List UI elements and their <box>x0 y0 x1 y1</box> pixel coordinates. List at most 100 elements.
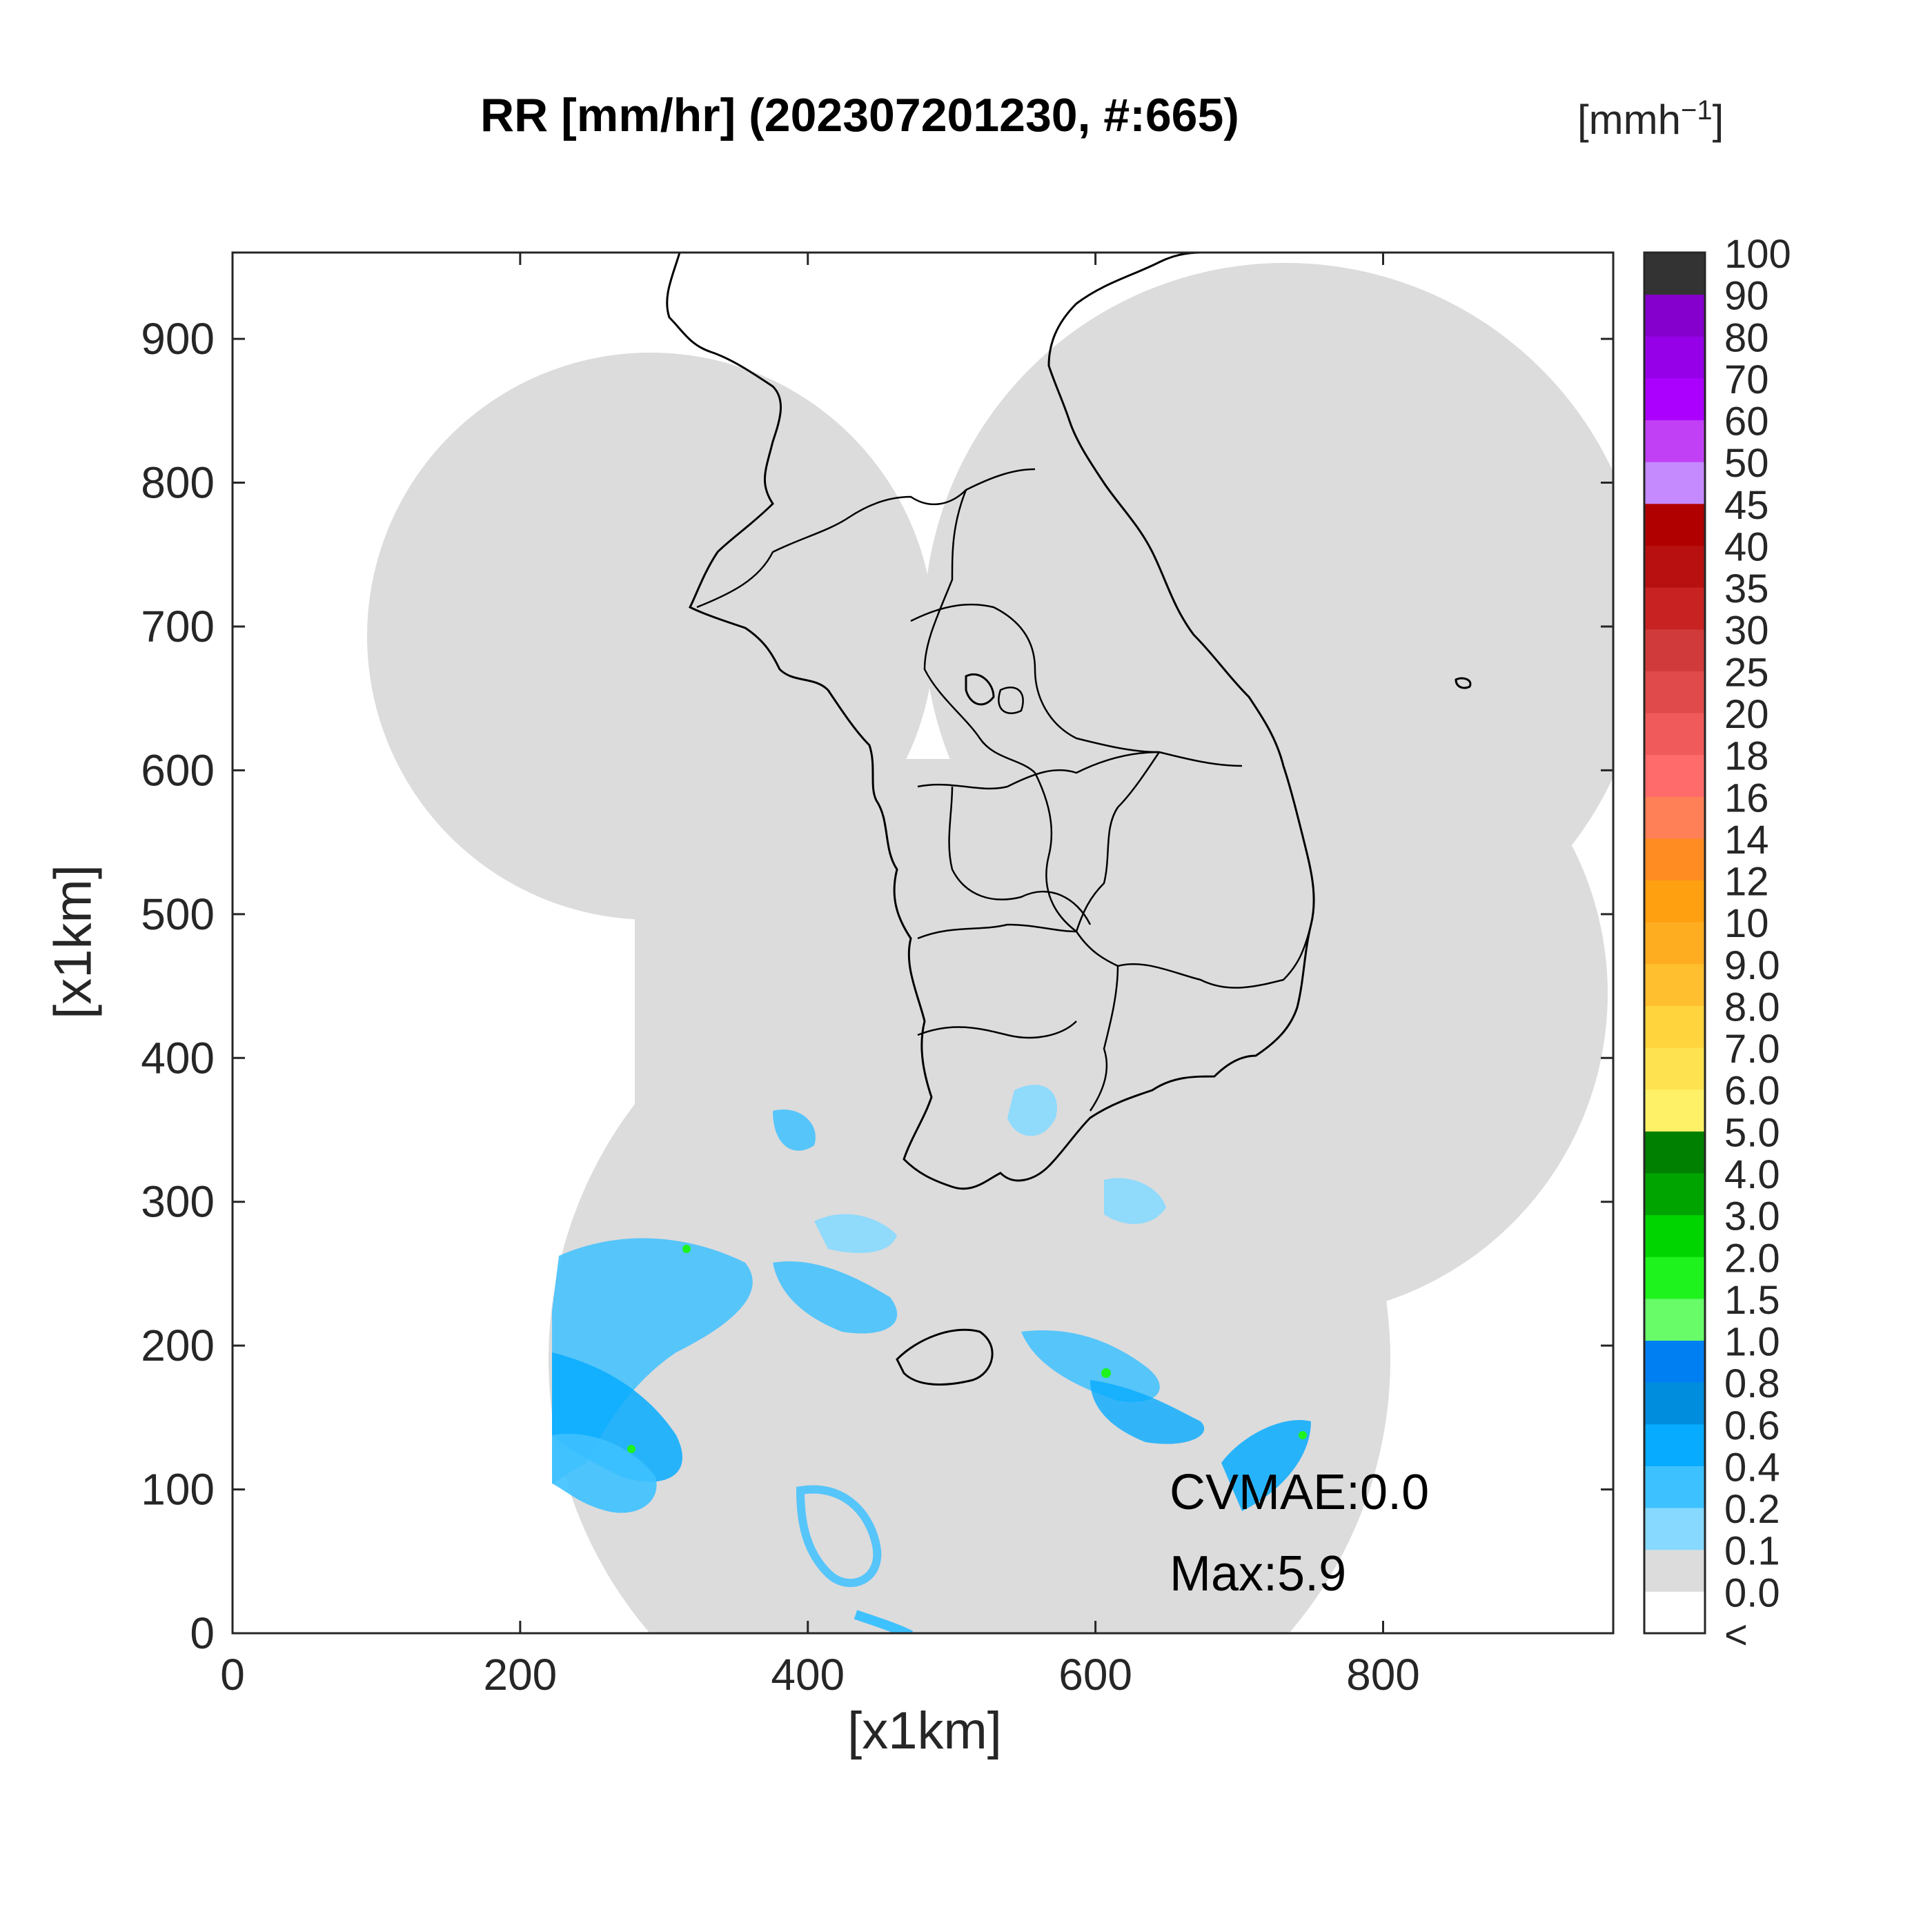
colorbar-tick-label: 45 <box>1724 483 1769 528</box>
colorbar-tick-label: 80 <box>1724 315 1769 360</box>
colorbar-tick-label: 70 <box>1724 357 1769 402</box>
colorbar-swatch <box>1644 1298 1705 1341</box>
colorbar-swatch <box>1644 1214 1705 1257</box>
colorbar-swatch <box>1644 377 1705 421</box>
colorbar-tick-label: 30 <box>1724 609 1769 653</box>
colorbar-tick-label: 0.2 <box>1724 1487 1780 1532</box>
colorbar-swatch <box>1644 963 1705 1006</box>
radar-coverage <box>367 263 1613 1633</box>
colorbar-swatch <box>1644 1466 1705 1508</box>
colorbar-swatch <box>1644 1173 1705 1216</box>
colorbar-swatch <box>1644 713 1705 756</box>
colorbar-unit-close: ] <box>1712 97 1724 143</box>
y-tick-label: 100 <box>141 1465 215 1515</box>
colorbar-tick-label: < <box>1724 1613 1748 1657</box>
y-tick-label: 600 <box>141 745 215 795</box>
colorbar-tick-label: 25 <box>1724 650 1769 695</box>
province-boundaries <box>696 468 1312 1112</box>
colorbar-tick-label: 100 <box>1724 232 1791 277</box>
colorbar-tick-label: 50 <box>1724 441 1769 486</box>
colorbar-swatch <box>1644 503 1705 546</box>
x-tick-label: 600 <box>1058 1650 1132 1699</box>
colorbar-tick-label: 3.0 <box>1724 1194 1780 1239</box>
colorbar-tick-label: 9.0 <box>1724 943 1780 988</box>
colorbar-swatch <box>1644 253 1705 295</box>
colorbar-swatch <box>1644 545 1705 588</box>
y-tick-label: 300 <box>141 1177 215 1227</box>
colorbar-swatch <box>1644 1508 1705 1550</box>
colorbar-tick-label: 7.0 <box>1724 1027 1780 1072</box>
colorbar-swatch <box>1644 1005 1705 1048</box>
colorbar-swatch <box>1644 671 1705 713</box>
y-tick-label: 0 <box>190 1608 215 1658</box>
y-tick-label: 800 <box>141 458 215 508</box>
colorbar-swatch <box>1644 922 1705 965</box>
colorbar-unit-exponent: −1 <box>1681 95 1713 126</box>
colorbar: <0.00.10.20.40.60.81.01.52.03.04.05.06.0… <box>1644 232 1791 1657</box>
y-tick-label: 400 <box>141 1033 215 1083</box>
colorbar-tick-label: 2.0 <box>1724 1236 1780 1281</box>
colorbar-swatch <box>1644 294 1705 337</box>
colorbar-swatch <box>1644 587 1705 630</box>
y-tick-label: 200 <box>141 1321 215 1370</box>
colorbar-swatch <box>1644 1591 1705 1634</box>
x-axis-label: [x1km] <box>847 1702 1002 1760</box>
colorbar-swatch <box>1644 1382 1705 1425</box>
colorbar-tick-label: 20 <box>1724 692 1769 737</box>
colorbar-swatch <box>1644 462 1705 504</box>
colorbar-tick-label: 14 <box>1724 818 1769 862</box>
colorbar-tick-label: 0.1 <box>1724 1529 1780 1574</box>
x-tick-label: 400 <box>771 1650 845 1699</box>
x-tick-label: 0 <box>220 1650 245 1699</box>
colorbar-swatch <box>1644 1131 1705 1174</box>
colorbar-swatch <box>1644 880 1705 923</box>
colorbar-tick-label: 4.0 <box>1724 1152 1780 1197</box>
colorbar-tick-label: 35 <box>1724 566 1769 611</box>
colorbar-tick-label: 18 <box>1724 734 1769 779</box>
colorbar-tick-label: 8.0 <box>1724 985 1780 1029</box>
colorbar-tick-label: 10 <box>1724 901 1769 946</box>
colorbar-unit-label: [mmh−1] <box>1577 95 1724 144</box>
colorbar-frame <box>1643 251 1706 1635</box>
colorbar-swatch <box>1644 838 1705 881</box>
colorbar-swatch <box>1644 1256 1705 1299</box>
colorbar-tick-label: 1.5 <box>1724 1278 1780 1323</box>
colorbar-swatch <box>1644 1549 1705 1592</box>
colorbar-swatch <box>1644 420 1705 462</box>
x-tick-label: 800 <box>1346 1650 1420 1699</box>
radar-coverage-fill <box>828 966 1297 1214</box>
colorbar-tick-label: 6.0 <box>1724 1069 1780 1114</box>
colorbar-unit-text: [mmh <box>1577 97 1681 143</box>
colorbar-swatch <box>1644 1047 1705 1090</box>
colorbar-tick-label: 12 <box>1724 860 1769 905</box>
y-tick-label: 900 <box>141 314 215 364</box>
colorbar-tick-label: 1.0 <box>1724 1320 1780 1365</box>
coastline <box>666 253 1472 1386</box>
colorbar-swatch <box>1644 1089 1705 1132</box>
colorbar-tick-label: 0.6 <box>1724 1403 1780 1448</box>
colorbar-tick-label: 16 <box>1724 776 1769 820</box>
colorbar-swatch <box>1644 1423 1705 1466</box>
colorbar-tick-label: 60 <box>1724 400 1769 444</box>
x-axis-ticks: 0 200 400 600 800 <box>220 253 1420 1699</box>
cvmae-label: CVMAE:0.0 <box>1170 1465 1430 1520</box>
y-tick-label: 500 <box>141 889 215 939</box>
colorbar-tick-label: 0.8 <box>1724 1361 1780 1406</box>
colorbar-tick-label: 0.0 <box>1724 1570 1780 1615</box>
max-label: Max:5.9 <box>1170 1546 1347 1601</box>
plot-title: RR [mm/hr] (202307201230, #:665) <box>480 89 1239 141</box>
colorbar-tick-label: 5.0 <box>1724 1110 1780 1155</box>
precipitation-echoes <box>552 1085 1311 1633</box>
colorbar-tick-label: 0.4 <box>1724 1445 1780 1490</box>
axes-frame <box>231 251 1615 1635</box>
y-axis-label: [x1km] <box>43 865 103 1019</box>
x-tick-label: 200 <box>483 1650 557 1699</box>
y-tick-label: 700 <box>141 602 215 651</box>
colorbar-tick-label: 90 <box>1724 274 1769 319</box>
colorbar-swatch <box>1644 336 1705 379</box>
colorbar-swatch <box>1644 629 1705 671</box>
colorbar-swatch <box>1644 796 1705 839</box>
colorbar-swatch <box>1644 1340 1705 1383</box>
colorbar-swatch <box>1644 754 1705 797</box>
